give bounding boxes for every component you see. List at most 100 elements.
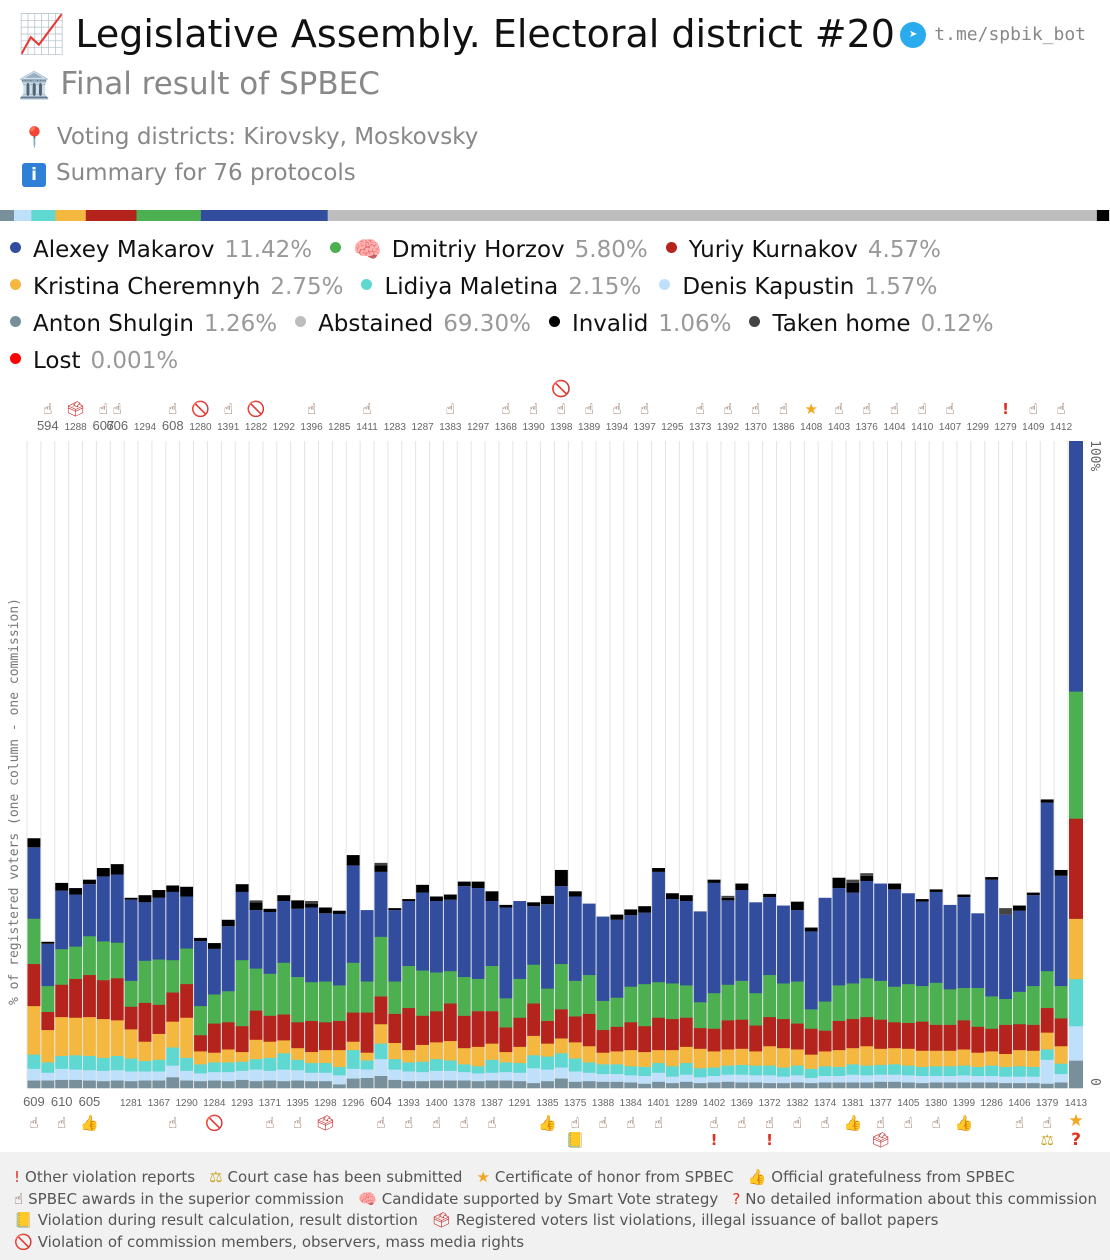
commission-column[interactable] bbox=[124, 897, 138, 1089]
commission-column[interactable] bbox=[332, 910, 346, 1089]
commission-column[interactable] bbox=[291, 900, 305, 1089]
commission-column[interactable] bbox=[513, 901, 527, 1089]
x-tick-label: 1378 bbox=[453, 1098, 476, 1109]
bar-segment bbox=[83, 1055, 96, 1071]
commission-column[interactable] bbox=[818, 897, 832, 1089]
commission-column[interactable] bbox=[846, 879, 860, 1089]
commission-column[interactable] bbox=[485, 891, 499, 1089]
commission-column[interactable] bbox=[665, 893, 679, 1089]
commission-column[interactable] bbox=[929, 889, 943, 1089]
commission-column[interactable] bbox=[874, 883, 888, 1089]
commission-column[interactable] bbox=[971, 913, 985, 1089]
commission-column[interactable] bbox=[652, 868, 665, 1089]
bar-segment bbox=[194, 1064, 207, 1074]
commission-column[interactable] bbox=[1040, 799, 1054, 1089]
commission-column[interactable] bbox=[138, 895, 152, 1089]
bar-segment bbox=[832, 1049, 846, 1067]
bar-segment bbox=[693, 1082, 707, 1089]
commission-column[interactable] bbox=[443, 894, 457, 1089]
commission-column[interactable] bbox=[888, 883, 901, 1089]
bar-segment bbox=[901, 1048, 915, 1066]
commission-column[interactable] bbox=[1012, 905, 1026, 1089]
commission-column[interactable] bbox=[693, 911, 707, 1089]
commission-column[interactable] bbox=[860, 873, 874, 1089]
commission-column[interactable] bbox=[305, 901, 318, 1089]
commission-column[interactable] bbox=[735, 883, 749, 1089]
commission-column[interactable] bbox=[624, 909, 638, 1089]
commission-column[interactable] bbox=[582, 903, 596, 1089]
bar-segment bbox=[541, 1043, 554, 1057]
bar-segment bbox=[818, 1075, 832, 1083]
commission-column[interactable] bbox=[804, 927, 818, 1089]
bar-segment bbox=[929, 1024, 943, 1051]
commission-column[interactable] bbox=[277, 895, 291, 1089]
commission-column[interactable] bbox=[1054, 869, 1068, 1089]
commission-column[interactable] bbox=[166, 885, 180, 1089]
commission-column[interactable] bbox=[679, 895, 693, 1089]
commission-column[interactable] bbox=[568, 891, 582, 1089]
bar-segment bbox=[874, 980, 888, 1020]
commission-column[interactable] bbox=[194, 937, 207, 1089]
commission-column[interactable] bbox=[790, 901, 804, 1089]
bar-segment bbox=[707, 1075, 721, 1083]
commission-column[interactable] bbox=[901, 893, 915, 1089]
x-tick-label: 1284 bbox=[203, 1098, 226, 1109]
commission-column[interactable] bbox=[915, 899, 929, 1089]
commission-column[interactable] bbox=[374, 862, 388, 1089]
legend-value: 69.30% bbox=[443, 311, 531, 337]
commission-column[interactable] bbox=[180, 886, 194, 1089]
commission-column[interactable] bbox=[596, 916, 610, 1089]
bar-segment bbox=[471, 1046, 485, 1067]
commission-column[interactable] bbox=[360, 910, 374, 1089]
commission-column[interactable] bbox=[346, 855, 360, 1089]
commission-column[interactable] bbox=[318, 907, 332, 1089]
commission-column[interactable] bbox=[527, 902, 541, 1089]
commission-column[interactable] bbox=[721, 895, 735, 1089]
commission-column[interactable] bbox=[207, 943, 221, 1089]
commission-column[interactable] bbox=[249, 900, 263, 1089]
x-tick-label: 594 bbox=[37, 418, 59, 433]
commission-column[interactable] bbox=[69, 888, 83, 1089]
commission-column[interactable] bbox=[416, 884, 430, 1089]
bar-segment bbox=[263, 1041, 277, 1058]
commission-column[interactable] bbox=[1026, 892, 1040, 1089]
commission-column[interactable] bbox=[402, 899, 416, 1089]
commission-column[interactable] bbox=[221, 919, 235, 1089]
commission-column[interactable] bbox=[832, 877, 846, 1089]
telegram-link[interactable]: ➤ t.me/spbik_bot bbox=[900, 22, 1086, 48]
commission-column[interactable] bbox=[957, 894, 971, 1089]
commission-column[interactable] bbox=[541, 895, 554, 1089]
commission-column[interactable] bbox=[83, 879, 96, 1089]
commission-column[interactable] bbox=[263, 908, 277, 1089]
commission-column[interactable] bbox=[749, 902, 763, 1089]
commission-column[interactable] bbox=[999, 908, 1012, 1089]
commission-column[interactable] bbox=[55, 882, 69, 1089]
telegram-link-text[interactable]: t.me/spbik_bot bbox=[934, 24, 1086, 45]
commission-column[interactable] bbox=[96, 868, 110, 1089]
commission-column[interactable] bbox=[763, 893, 777, 1089]
bar-segment bbox=[777, 983, 790, 1020]
commission-column[interactable] bbox=[638, 906, 652, 1089]
commission-column[interactable] bbox=[554, 869, 568, 1089]
commission-column[interactable] bbox=[41, 941, 55, 1089]
commission-column[interactable] bbox=[457, 881, 471, 1089]
x-tick-label: 1290 bbox=[175, 1098, 198, 1109]
commission-column[interactable] bbox=[943, 904, 957, 1089]
commission-column[interactable] bbox=[235, 884, 249, 1089]
commission-column[interactable] bbox=[152, 890, 166, 1089]
commission-column[interactable] bbox=[985, 877, 999, 1089]
x-tick-label: 604 bbox=[370, 1094, 392, 1109]
commission-column[interactable] bbox=[430, 896, 443, 1089]
commission-column[interactable] bbox=[110, 864, 124, 1089]
bar-segment bbox=[443, 1040, 457, 1061]
bar-segment bbox=[541, 988, 554, 1022]
commission-column[interactable] bbox=[471, 881, 485, 1089]
commission-column[interactable] bbox=[610, 914, 624, 1089]
commission-column[interactable] bbox=[707, 879, 721, 1089]
commission-column[interactable] bbox=[499, 904, 513, 1089]
bar-segment bbox=[207, 994, 221, 1024]
commission-column[interactable] bbox=[27, 838, 41, 1089]
commission-column[interactable] bbox=[388, 908, 402, 1089]
bar-segment bbox=[221, 1049, 235, 1063]
commission-column[interactable] bbox=[777, 905, 790, 1089]
